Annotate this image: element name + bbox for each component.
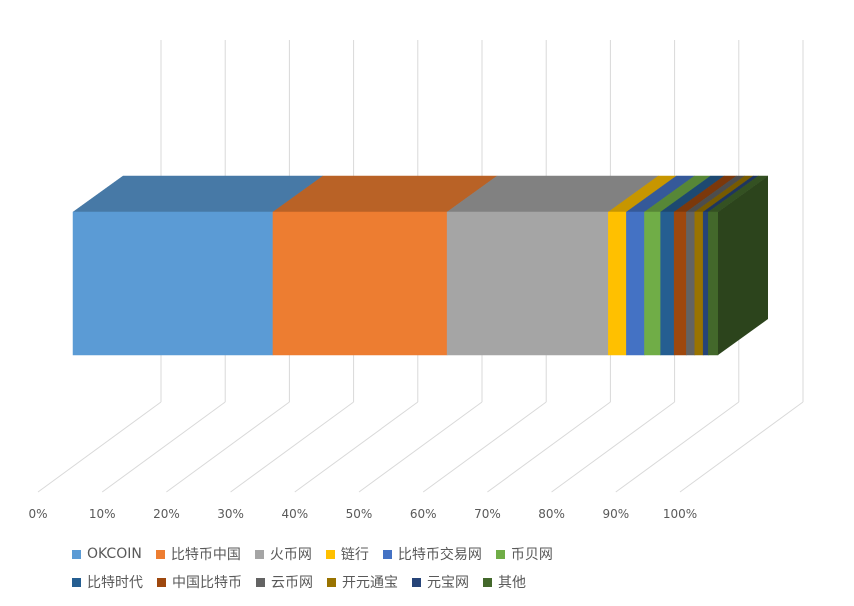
- gridline-floor: [230, 401, 354, 493]
- bar-segment-front: [72, 211, 274, 356]
- gridline-floor: [487, 401, 611, 493]
- bar-segment: [673, 175, 738, 356]
- legend-row: OKCOIN 比特币中国 火币网 链行 比特币交易网 币贝网: [72, 540, 792, 568]
- bar-segment: [272, 175, 498, 356]
- gridline-floor: [551, 401, 675, 493]
- bar-segment-front: [446, 211, 609, 356]
- bar-segment: [659, 175, 725, 356]
- gridline-floor: [166, 401, 290, 493]
- x-tick-label: 0%: [28, 507, 47, 521]
- legend-label: 云币网: [271, 575, 313, 591]
- bar-segment-front: [708, 211, 719, 356]
- x-tick-label: 30%: [217, 507, 244, 521]
- legend-row: 比特时代 中国比特币 云币网 开元通宝 元宝网 其他: [72, 568, 792, 596]
- legend-label: 比特时代: [87, 575, 143, 591]
- bar-segment: [643, 175, 712, 356]
- gridline-floor: [422, 401, 547, 493]
- legend-item: 比特币中国: [155, 544, 241, 564]
- legend-item: 币贝网: [495, 544, 553, 564]
- bar-segment-front: [626, 211, 645, 356]
- legend-swatch: [412, 577, 421, 587]
- bar-side-face: [718, 176, 768, 355]
- legend-item: 中国比特币: [157, 572, 242, 592]
- legend-item: 元宝网: [412, 572, 469, 592]
- x-tick-label: 10%: [89, 507, 116, 521]
- x-tick-label: 90%: [602, 507, 629, 521]
- gridline-floor: [358, 401, 483, 493]
- legend-label: 币贝网: [510, 547, 553, 563]
- legend-label: 链行: [340, 547, 369, 563]
- legend-swatch: [256, 577, 265, 587]
- legend-label: 开元通宝: [342, 575, 398, 591]
- bar-segment-front: [686, 211, 696, 356]
- bar-stack: [72, 175, 769, 356]
- legend-item: 火币网: [254, 544, 312, 564]
- x-tick-label: 50%: [346, 507, 373, 521]
- legend-label: 火币网: [269, 547, 312, 563]
- x-tick-label: 60%: [410, 507, 437, 521]
- chart-area: 0% 10% 20% 30% 40% 50% 60% 70% 80% 90% 100%: [28, 40, 804, 521]
- legend-swatch: [254, 549, 264, 559]
- bar-segment-front: [608, 211, 627, 356]
- legend-swatch: [382, 549, 392, 559]
- x-tick-label: 70%: [474, 507, 501, 521]
- x-tick-label: 80%: [538, 507, 565, 521]
- legend-item: 比特币交易网: [382, 544, 482, 564]
- legend-item: OKCOIN: [72, 546, 142, 562]
- legend-label: 其他: [498, 575, 526, 591]
- legend-swatch: [483, 577, 492, 587]
- legend-item: 云币网: [256, 572, 313, 592]
- legend-item: 开元通宝: [327, 572, 398, 592]
- bar-segment-front: [694, 211, 704, 356]
- legend: OKCOIN 比特币中国 火币网 链行 比特币交易网 币贝网 比特时代 中国比特币 云币网 开元…: [72, 540, 792, 596]
- legend-label: 中国比特币: [172, 575, 242, 591]
- x-tick-label: 20%: [153, 507, 180, 521]
- legend-swatch: [495, 549, 505, 559]
- bar-segment: [72, 175, 324, 356]
- legend-swatch: [72, 549, 81, 559]
- gridline-floor: [615, 401, 740, 493]
- bar-segment: [446, 175, 660, 356]
- bar-segment-front: [673, 211, 687, 356]
- x-tick-label: 40%: [281, 507, 308, 521]
- legend-swatch: [327, 577, 336, 587]
- bar-segment-front: [644, 211, 661, 356]
- gridline-floor: [37, 401, 162, 493]
- legend-swatch: [325, 549, 335, 559]
- gridline-floor: [101, 401, 226, 493]
- legend-label: 元宝网: [427, 575, 469, 591]
- legend-label: OKCOIN: [87, 546, 142, 562]
- legend-item: 链行: [325, 544, 369, 564]
- x-tick-label: 100%: [663, 507, 697, 521]
- legend-swatch: [72, 577, 81, 587]
- bar-segment-front: [660, 211, 675, 356]
- legend-label: 比特币中国: [170, 547, 241, 563]
- gridline-floor: [679, 401, 804, 493]
- legend-label: 比特币交易网: [397, 547, 482, 563]
- legend-item: 其他: [483, 572, 526, 592]
- legend-swatch: [157, 577, 166, 587]
- x-axis-ticks: 0% 10% 20% 30% 40% 50% 60% 70% 80% 90% 100%: [28, 507, 697, 521]
- bar-segment: [607, 175, 678, 356]
- legend-item: 比特时代: [72, 572, 143, 592]
- bar-segment-front: [272, 211, 448, 356]
- legend-swatch: [155, 549, 165, 559]
- bar-segment-front: [702, 211, 709, 356]
- gridline-floor: [294, 401, 419, 493]
